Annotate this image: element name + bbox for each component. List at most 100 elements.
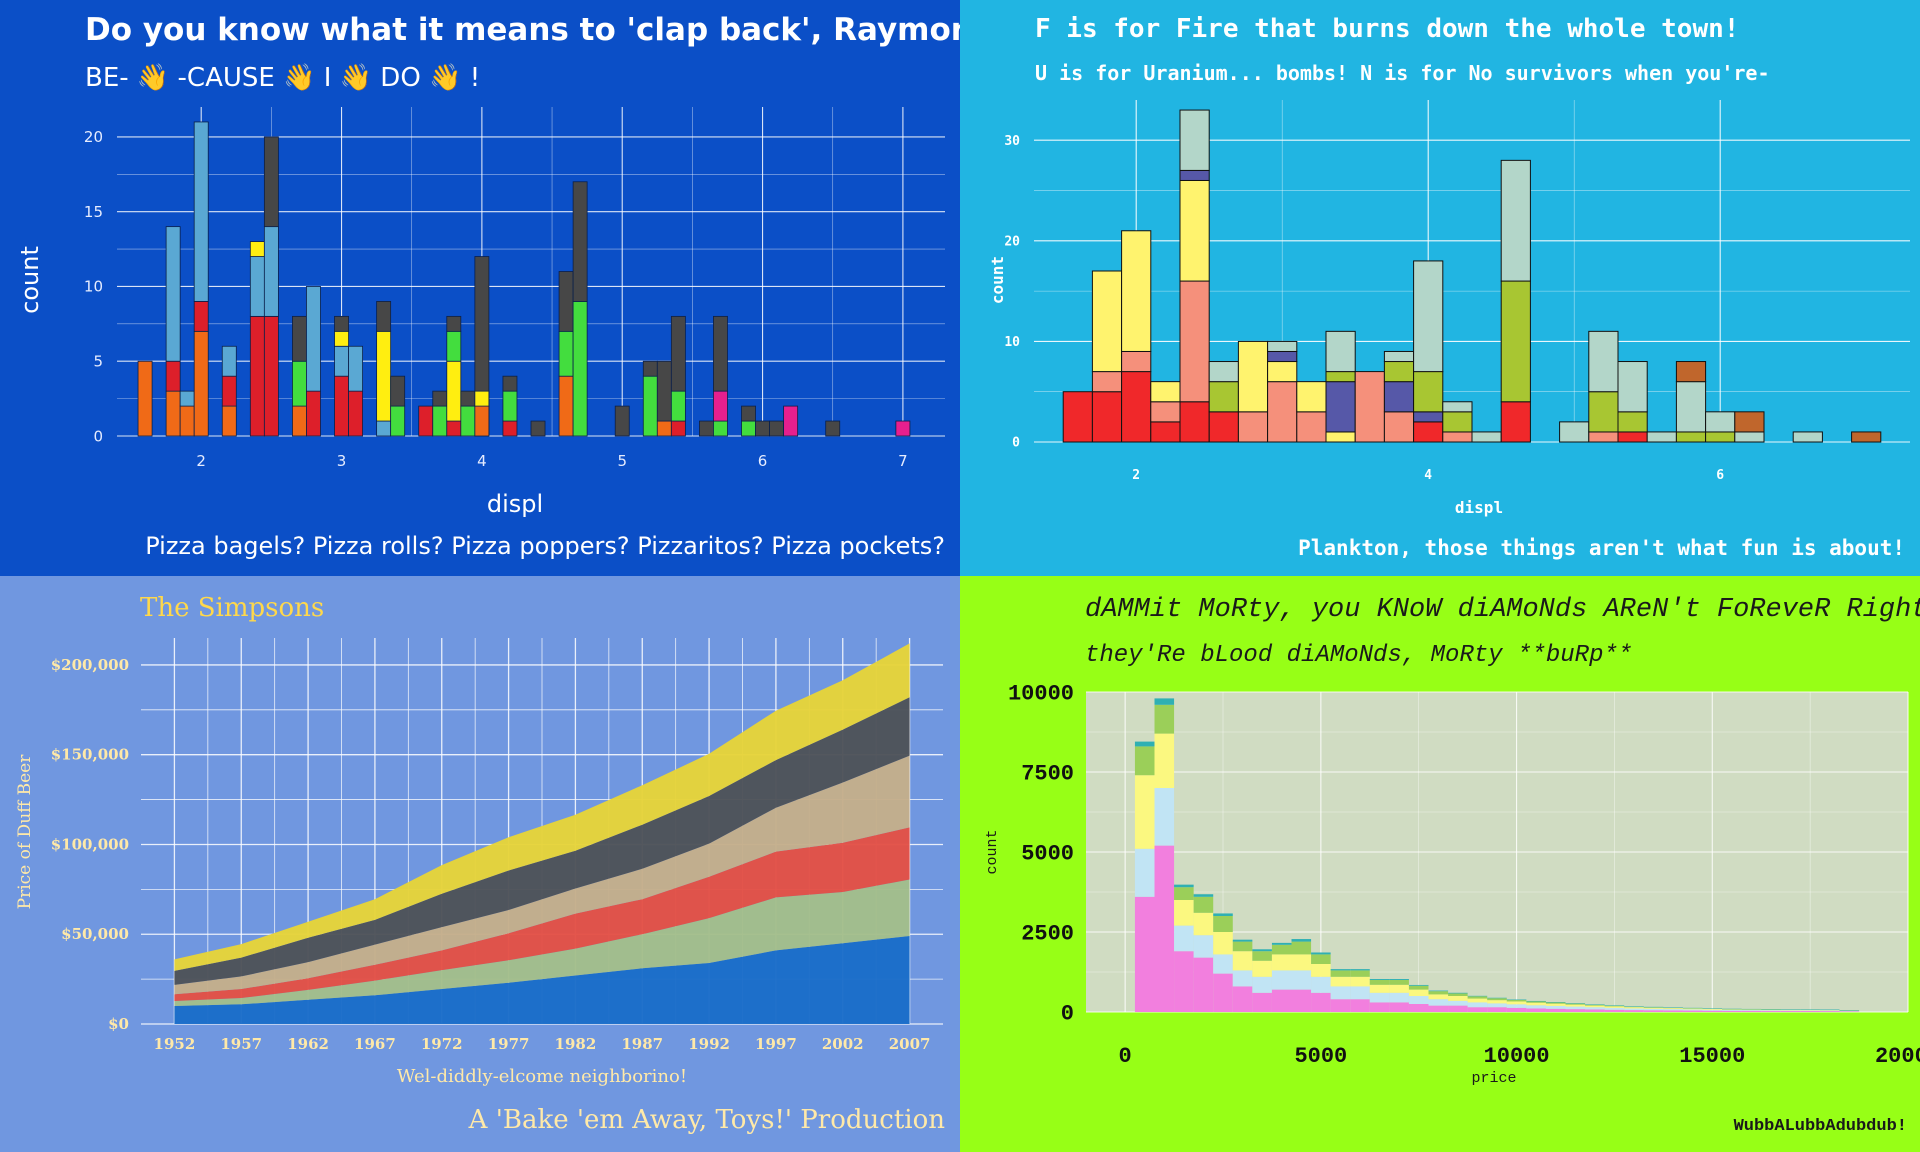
bar-segment <box>1213 973 1233 1012</box>
bar-segment <box>1179 179 1210 282</box>
bar-segment <box>221 375 237 407</box>
plot-area: $0 $50,000 $100,000 $150,000 $200,000 1952 195… <box>51 638 943 1053</box>
bar-segment <box>263 226 279 317</box>
bar-segment <box>179 390 195 407</box>
bar-segment <box>1413 260 1444 373</box>
bar-segment <box>1150 421 1181 443</box>
bar-segment <box>1213 913 1233 916</box>
bar-segment <box>1232 986 1253 1012</box>
x-axis-label: displ <box>487 490 543 518</box>
bar-segment <box>1408 996 1429 1004</box>
bar-segment <box>1408 984 1429 986</box>
bar-segment <box>474 390 490 407</box>
bar-segment <box>1471 431 1502 443</box>
bar-segment <box>1213 932 1233 955</box>
bar-segment <box>1291 939 1312 942</box>
bar-segment <box>1325 431 1356 443</box>
x-tick-label: 10000 <box>1484 1044 1550 1069</box>
bar-segment <box>1705 431 1736 443</box>
bar-segment <box>306 390 321 437</box>
y-axis-label: count <box>988 256 1007 304</box>
bar-segment <box>1487 1000 1507 1004</box>
bar-segment <box>572 181 588 302</box>
bar-segment <box>1663 1008 1683 1010</box>
bar-segment <box>249 256 265 317</box>
bar-segment <box>1383 350 1415 363</box>
bar-segment <box>1624 1008 1644 1011</box>
bar-segment <box>1267 361 1298 383</box>
bar-segment <box>656 360 672 422</box>
bar-segment <box>1330 976 1351 987</box>
bar-segment <box>1722 1008 1742 1010</box>
bar-segment <box>1325 330 1356 373</box>
bar-segment <box>1780 1011 1801 1012</box>
bar-segment <box>741 420 756 437</box>
bar-segment <box>474 405 490 437</box>
bar-segment <box>1585 1005 1605 1008</box>
bar-segment <box>1350 999 1370 1012</box>
bar-segment <box>1545 1002 1566 1003</box>
bar-segment <box>1819 1010 1840 1012</box>
bar-segment <box>1585 1004 1605 1006</box>
bar-segment <box>1780 1009 1801 1011</box>
bar-segment <box>1702 1008 1723 1010</box>
y-tick-label: 10 <box>1004 335 1020 350</box>
bar-segment <box>1800 1011 1820 1012</box>
bar-segment <box>1325 371 1356 383</box>
bar-segment <box>1179 169 1210 181</box>
bar-segment <box>1134 746 1155 776</box>
bar-segment <box>263 136 279 228</box>
bar-segment <box>1467 1002 1488 1008</box>
bar-segment <box>1545 1002 1566 1004</box>
bar-segment <box>1271 970 1292 990</box>
bar-segment <box>1383 381 1415 413</box>
bar-segment <box>1134 775 1155 849</box>
bar-segment <box>1150 401 1181 423</box>
bar-segment <box>1174 925 1194 952</box>
x-tick-label: 2002 <box>822 1035 864 1053</box>
bar-segment <box>1208 411 1239 443</box>
bar-segment <box>1780 1010 1801 1012</box>
y-tick-label: 0 <box>1012 436 1020 451</box>
panel-diamonds: dAMMit MoRty, you KNoW diAMoNds AReN't F… <box>960 576 1920 1152</box>
bar-segment <box>1792 431 1823 443</box>
bar-segment <box>1271 944 1292 955</box>
bar-segment <box>1722 1010 1742 1012</box>
bar-segment <box>1604 1005 1625 1007</box>
y-tick-label: 2500 <box>1021 922 1074 947</box>
x-axis-label: Wel-diddly-elcome neighborino! <box>397 1066 687 1087</box>
bar-segment <box>1467 998 1488 1003</box>
bar-segment <box>1330 969 1351 971</box>
bar-segment <box>1643 1006 1664 1008</box>
bar-segment <box>432 390 448 407</box>
x-tick-label: 1967 <box>354 1035 396 1053</box>
chart-caption: Plankton, those things aren't what fun i… <box>1298 536 1905 560</box>
bar-segment <box>670 315 686 392</box>
bar-segment <box>1675 361 1707 383</box>
bar-segment <box>1500 401 1531 443</box>
bar-segment <box>1311 952 1331 955</box>
bar-segment <box>1682 1009 1703 1011</box>
bar-segment <box>699 420 714 437</box>
bar-segment <box>783 405 799 437</box>
x-tick-label: 2007 <box>889 1035 931 1053</box>
bar-segment <box>1624 1006 1644 1007</box>
bar-segment <box>1487 1003 1507 1008</box>
bar-segment <box>348 345 363 392</box>
bar-segment <box>1325 381 1356 433</box>
bar-segment <box>558 271 574 332</box>
bar-segment <box>755 420 770 437</box>
bar-segment <box>1311 976 1331 993</box>
chart-title: dAMMit MoRty, you KNoW diAMoNds AReN't F… <box>1085 595 1920 625</box>
x-tick-label: 1982 <box>555 1035 597 1053</box>
bar-segment <box>292 315 307 362</box>
y-tick-label: $0 <box>108 1015 129 1033</box>
bar-segment <box>1179 280 1210 403</box>
x-tick-label: 1962 <box>287 1035 329 1053</box>
bar-segment <box>1500 280 1531 403</box>
bar-segment <box>249 241 265 257</box>
bar-segment <box>1428 999 1449 1006</box>
bar-segment <box>1819 1009 1840 1011</box>
bar-segment <box>1565 1006 1586 1010</box>
bar-segment <box>530 420 546 437</box>
